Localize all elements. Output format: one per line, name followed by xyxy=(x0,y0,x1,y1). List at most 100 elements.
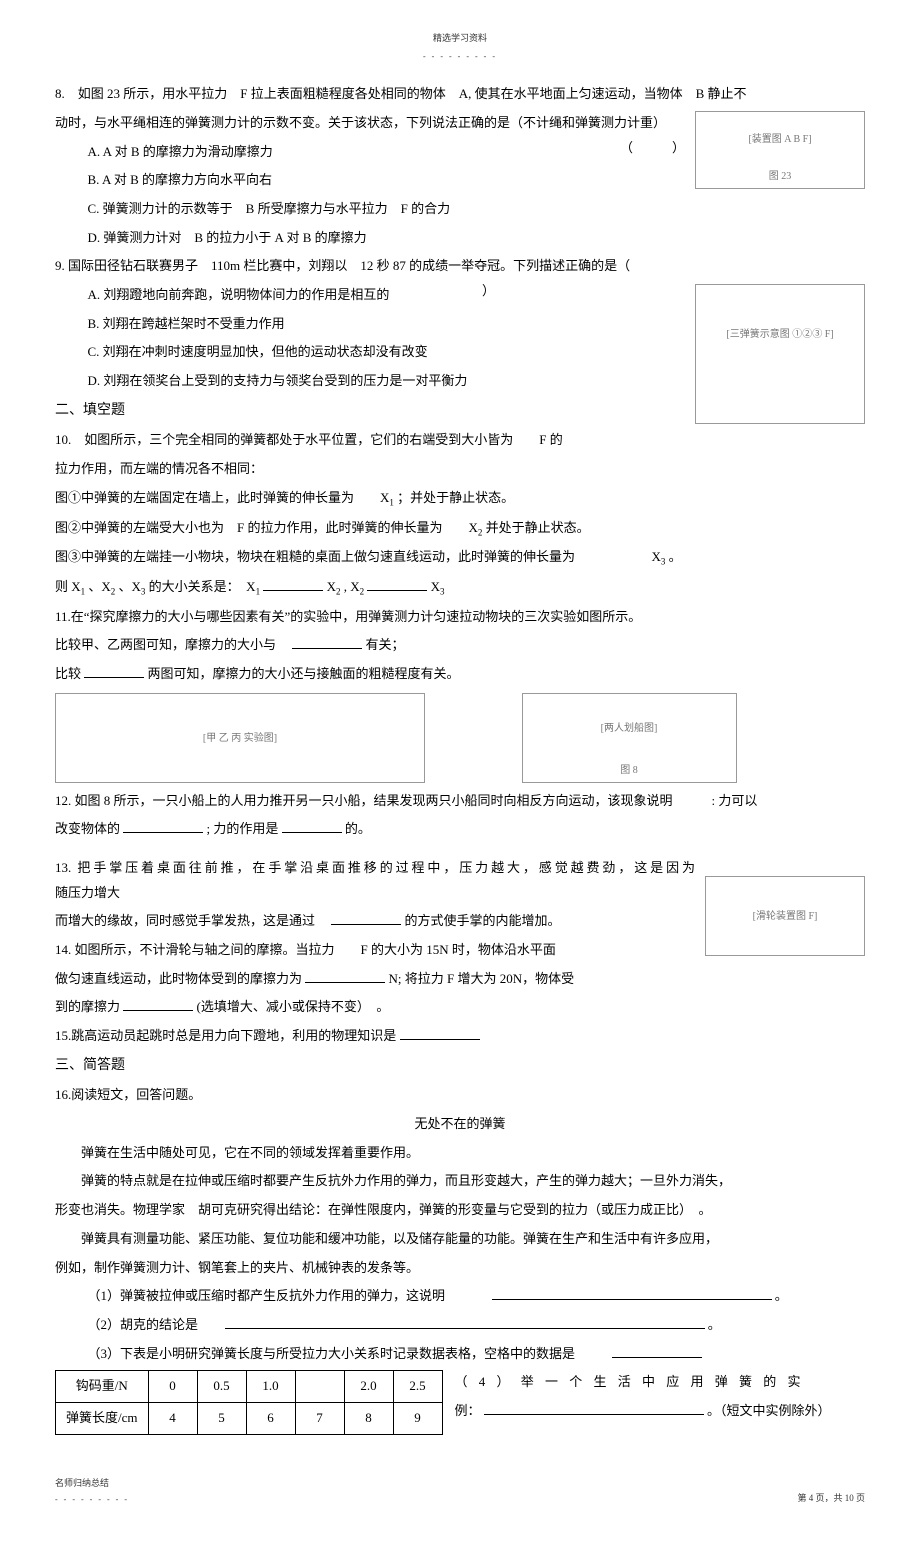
q12-l2-c: 的。 xyxy=(345,821,371,836)
q16-p3b: 例如，制作弹簧测力计、钢笔套上的夹片、机械钟表的发条等。 xyxy=(55,1256,865,1281)
table-cell: 8 xyxy=(344,1402,393,1434)
q12-line1: 12. 如图 8 所示，一只小船上的人用力推开另一只小船，结果发现两只小船同时向… xyxy=(55,789,865,814)
q16-s2-text: （2）胡克的结论是 xyxy=(88,1317,199,1332)
q16-s1-text: （1）弹簧被拉伸或压缩时都产生反抗外力作用的弹力，这说明 xyxy=(88,1288,446,1303)
q12-blank-2 xyxy=(282,819,342,833)
q16-s3-text: （3）下表是小明研究弹簧长度与所受拉力大小关系时记录数据表格，空格中的数据是 xyxy=(88,1346,576,1361)
q10-line3-x: X xyxy=(652,549,661,564)
q15-text: 15.跳高运动员起跳时总是用力向下蹬地，利用的物理知识是 xyxy=(55,1028,396,1043)
q16-p2: 弹簧的特点就是在拉伸或压缩时都要产生反抗外力作用的弹力，而且形变越大，产生的弹力… xyxy=(55,1169,865,1194)
q9-block: [三弹簧示意图 ①②③ F] 9. 国际田径钻石联赛男子 110m 栏比赛中，刘… xyxy=(55,254,865,485)
q10-l4-b: 、X xyxy=(88,579,110,594)
q10-l4-s1b: 1 xyxy=(256,586,261,596)
q16-s4: （ 4 ） 举 一 个 生 活 中 应 用 弹 簧 的 实 例： 。（短文中实例… xyxy=(455,1370,866,1427)
q8-figure: [装置图 A B F] 图 23 xyxy=(695,111,865,189)
q10-line3-a: 图③中弹簧的左端挂一小物块，物块在粗糙的桌面上做匀速直线运动，此时弹簧的伸长量为 xyxy=(55,549,575,564)
q14-l2-b: N; 将拉力 F 增大为 20N，物体受 xyxy=(389,971,575,986)
q10-stem-a: 10. 如图所示，三个完全相同的弹簧都处于水平位置，它们的右端受到大小皆为 F … xyxy=(55,428,865,453)
q10-l4-s2c: 2 xyxy=(360,586,365,596)
q16-s2: （2）胡克的结论是 。 xyxy=(55,1313,865,1338)
q10-l4-a: 则 X xyxy=(55,579,81,594)
table-cell: 2.5 xyxy=(393,1371,442,1403)
q14-l2-a: 做匀速直线运动，此时物体受到的摩擦力为 xyxy=(55,971,305,986)
q8-figure-placeholder: [装置图 A B F] xyxy=(696,130,864,149)
q16-s3: （3）下表是小明研究弹簧长度与所受拉力大小关系时记录数据表格，空格中的数据是 xyxy=(55,1342,865,1367)
q10-l4-e: X xyxy=(327,579,336,594)
table-cell xyxy=(295,1371,344,1403)
q10-l4-g: X xyxy=(431,579,440,594)
q10-l1-sub: 1 xyxy=(389,497,394,507)
q10-l3-sub: 3 xyxy=(661,557,666,567)
q16-s4b-line: 例： 。（短文中实例除外） xyxy=(455,1399,866,1424)
q8-optC: C. 弹簧测力计的示数等于 B 所受摩擦力与水平拉力 F 的合力 xyxy=(55,197,865,222)
q16-s3-blank xyxy=(612,1344,702,1358)
q10-line3: 图③中弹簧的左端挂一小物块，物块在粗糙的桌面上做匀速直线运动，此时弹簧的伸长量为… xyxy=(55,545,865,571)
q16-table: 钩码重/N 0 0.5 1.0 2.0 2.5 弹簧长度/cm 4 5 6 7 … xyxy=(55,1370,443,1434)
q8-stem-b-text: 动时，与水平绳相连的弹簧测力计的示数不变。关于该状态，下列说法正确的是（不计绳和… xyxy=(55,115,666,130)
q10-line2-a: 图②中弹簧的左端受大小也为 F 的拉力作用，此时弹簧的伸长量为 X xyxy=(55,520,478,535)
q11-stem: 11.在“探究摩擦力的大小与哪些因素有关”的实验中，用弹簧测力计匀速拉动物块的三… xyxy=(55,605,865,630)
q16-p2b: 形变也消失。物理学家 胡可克研究得出结论：在弹性限度内，弹簧的形变量与它受到的拉… xyxy=(55,1198,865,1223)
footer-dashes: - - - - - - - - - xyxy=(55,1492,129,1507)
q10-l4-s1: 1 xyxy=(81,586,86,596)
q16-head: 16.阅读短文，回答问题。 xyxy=(55,1083,865,1108)
q11-blank-1 xyxy=(292,635,362,649)
footer-left: 名师归纳总结 - - - - - - - - - xyxy=(55,1475,129,1507)
q13-blank xyxy=(331,911,401,925)
q16-s4a: （ 4 ） 举 一 个 生 活 中 应 用 弹 簧 的 实 xyxy=(455,1370,866,1395)
q11-fig-right-ph: [两人划船图] xyxy=(523,694,736,764)
q11-blank-2 xyxy=(84,664,144,678)
q10-line1-b: ；并处于静止状态。 xyxy=(397,490,514,505)
q12-l2-b: ; 力的作用是 xyxy=(207,821,282,836)
q13-l2-b: 的方式使手掌的内能增加。 xyxy=(405,913,561,928)
q10-figure: [三弹簧示意图 ①②③ F] xyxy=(695,284,865,424)
q16-title: 无处不在的弹簧 xyxy=(55,1112,865,1137)
q14-l3-a: 到的摩擦力 xyxy=(55,999,123,1014)
q11-line2: 比较甲、乙两图可知，摩擦力的大小与 有关； xyxy=(55,633,865,658)
q16-s2-end: 。 xyxy=(708,1317,721,1332)
table-cell: 2.0 xyxy=(344,1371,393,1403)
q8-paren: （ ） xyxy=(620,136,685,161)
q9-paren: ） xyxy=(482,279,495,304)
q16-table-wrap: 钩码重/N 0 0.5 1.0 2.0 2.5 弹簧长度/cm 4 5 6 7 … xyxy=(55,1370,443,1434)
q8-optD: D. 弹簧测力计对 B 的拉力小于 A 对 B 的摩擦力 xyxy=(55,226,865,251)
q10-line1: 图①中弹簧的左端固定在墙上，此时弹簧的伸长量为 X1 ；并处于静止状态。 xyxy=(55,486,865,512)
q10-l4-s2: 2 xyxy=(111,586,116,596)
q10-stem-b: 拉力作用，而左端的情况各不相同： xyxy=(55,457,865,482)
table-row: 弹簧长度/cm 4 5 6 7 8 9 xyxy=(56,1402,443,1434)
q16-s1-blank xyxy=(492,1286,772,1300)
q16-table-row: 钩码重/N 0 0.5 1.0 2.0 2.5 弹簧长度/cm 4 5 6 7 … xyxy=(55,1370,865,1434)
q14-line3: 到的摩擦力 (选填增大、减小或保持不变） 。 xyxy=(55,995,865,1020)
table-cell: 7 xyxy=(295,1402,344,1434)
q10-line4: 则 X1 、X2 、X3 的大小关系是： X1 X2 , X2 X3 xyxy=(55,575,865,601)
q13-l2-a: 而增大的缘故，同时感觉手掌发热，这是通过 xyxy=(55,913,328,928)
q15: 15.跳高运动员起跳时总是用力向下蹬地，利用的物理知识是 xyxy=(55,1024,865,1049)
q16-s4-blank xyxy=(484,1401,704,1415)
q9-stem: 9. 国际田径钻石联赛男子 110m 栏比赛中，刘翔以 12 秒 87 的成绩一… xyxy=(55,254,865,279)
q10-figure-placeholder: [三弹簧示意图 ①②③ F] xyxy=(726,329,833,340)
q14-blank-1 xyxy=(305,969,385,983)
page-footer: 名师归纳总结 - - - - - - - - - 第 4 页，共 10 页 xyxy=(55,1475,865,1507)
q8-figure-caption: 图 23 xyxy=(696,167,864,186)
q12-line2: 改变物体的 ; 力的作用是 的。 xyxy=(55,817,865,842)
table-cell: 钩码重/N xyxy=(56,1371,149,1403)
table-cell: 4 xyxy=(148,1402,197,1434)
q11-l2-b: 有关； xyxy=(366,637,405,652)
q14-l3-b: (选填增大、减小或保持不变） 。 xyxy=(197,999,390,1014)
footer-left-text: 名师归纳总结 xyxy=(55,1475,129,1492)
q11-figures-row: [甲 乙 丙 实验图] [两人划船图] 图 8 xyxy=(55,693,865,783)
q14-blank-2 xyxy=(123,997,193,1011)
table-cell: 9 xyxy=(393,1402,442,1434)
table-cell: 5 xyxy=(197,1402,246,1434)
page-top-dashes: - - - - - - - - - xyxy=(55,49,865,64)
q8-block: 8. 如图 23 所示，用水平拉力 F 拉上表面粗糙程度各处相同的物体 A, 使… xyxy=(55,82,865,254)
q14-figure: [滑轮装置图 F] xyxy=(705,876,865,956)
q10-l2-sub: 2 xyxy=(478,527,483,537)
q15-blank xyxy=(400,1026,480,1040)
q10-line3-end: 。 xyxy=(669,549,682,564)
table-cell: 0.5 xyxy=(197,1371,246,1403)
q8-stem-a: 8. 如图 23 所示，用水平拉力 F 拉上表面粗糙程度各处相同的物体 A, 使… xyxy=(55,82,865,107)
q10-l4-c: 、X xyxy=(119,579,141,594)
q10-l4-s3b: 3 xyxy=(440,586,445,596)
q9-stem-text: 9. 国际田径钻石联赛男子 110m 栏比赛中，刘翔以 12 秒 87 的成绩一… xyxy=(55,258,630,273)
